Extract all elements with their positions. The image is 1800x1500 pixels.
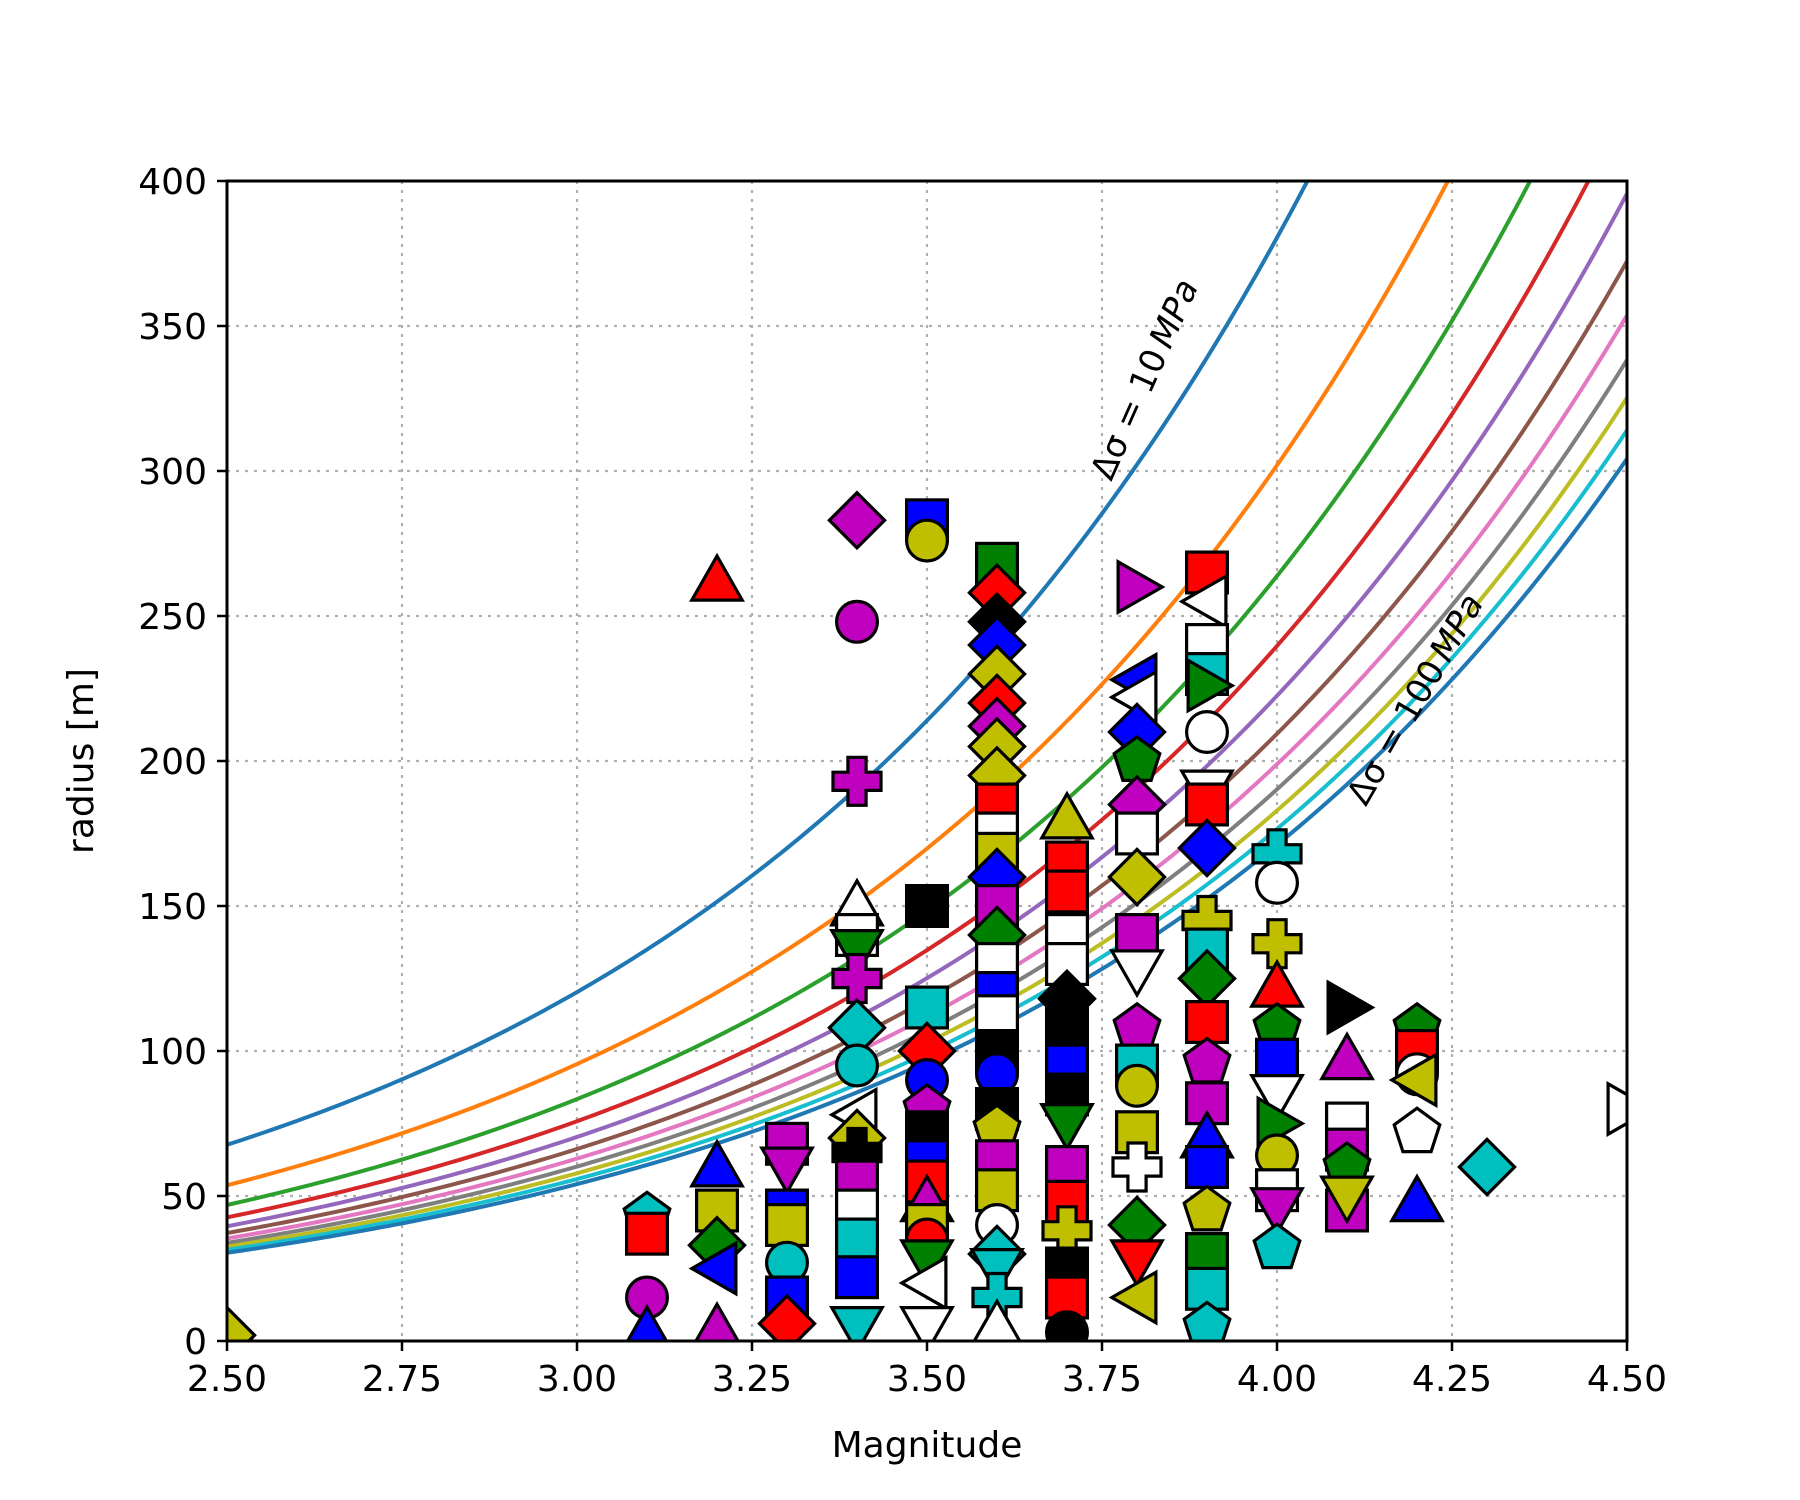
data-point <box>1039 790 1095 840</box>
data-point <box>1252 1222 1302 1270</box>
data-point <box>689 1138 745 1188</box>
data-point <box>969 1247 1025 1297</box>
data-point <box>757 1293 817 1341</box>
data-point <box>1112 1001 1162 1049</box>
data-point <box>972 1298 1022 1341</box>
data-point <box>1249 958 1305 1008</box>
data-point <box>1392 1106 1442 1154</box>
data-point <box>1108 1269 1158 1326</box>
y-tick-label: 100 <box>138 1032 207 1073</box>
x-tick-label: 4.00 <box>1237 1359 1317 1400</box>
y-tick-label: 200 <box>138 742 207 783</box>
data-point <box>1111 1141 1163 1193</box>
data-point <box>1114 1063 1159 1108</box>
y-tick-label: 50 <box>161 1177 207 1218</box>
y-tick-label: 250 <box>138 597 207 638</box>
x-tick-label: 4.25 <box>1412 1359 1492 1400</box>
y-tick-label: 400 <box>138 162 207 203</box>
data-point <box>834 1217 879 1262</box>
data-point <box>759 1146 815 1196</box>
data-point <box>1184 709 1229 754</box>
x-tick-label: 3.25 <box>712 1359 792 1400</box>
data-point <box>1114 912 1159 957</box>
data-point <box>1457 1137 1517 1197</box>
stress-drop-curve <box>227 181 1591 1220</box>
data-point <box>1109 1239 1165 1289</box>
data-point <box>829 1305 885 1341</box>
data-point <box>1177 818 1237 878</box>
data-point <box>625 1303 669 1341</box>
data-point <box>1044 1005 1089 1050</box>
data-point <box>1249 1187 1305 1237</box>
x-tick-label: 3.00 <box>537 1359 617 1400</box>
data-point <box>1319 1031 1375 1081</box>
data-point <box>904 985 949 1030</box>
data-point <box>831 952 883 1005</box>
data-point <box>1114 811 1159 856</box>
data-point <box>1044 1179 1089 1224</box>
data-point <box>1254 1037 1299 1082</box>
data-point <box>1254 860 1299 905</box>
data-point <box>1039 1102 1095 1152</box>
data-point <box>834 599 879 644</box>
y-axis-label: radius [m] <box>61 668 102 854</box>
data-point <box>227 1305 257 1341</box>
data-point <box>688 1240 738 1297</box>
data-point <box>1045 1310 1089 1341</box>
data-point <box>1251 918 1303 970</box>
x-tick-label: 2.50 <box>187 1359 267 1400</box>
x-tick-label: 2.75 <box>362 1359 442 1400</box>
data-point <box>1319 1175 1375 1225</box>
data-point <box>1109 949 1165 999</box>
data-point <box>624 1211 669 1256</box>
data-point <box>1249 1073 1305 1123</box>
scatter-markers <box>227 490 1627 1341</box>
stress-drop-curve <box>227 192 1627 1229</box>
data-point <box>1186 657 1236 714</box>
annotation-100mpa: Δσ = 100MPa <box>1339 587 1492 812</box>
data-point <box>829 928 885 978</box>
data-point <box>764 1202 809 1247</box>
data-point <box>1107 847 1167 907</box>
data-point <box>1182 1036 1232 1084</box>
y-tick-label: 350 <box>138 307 207 348</box>
data-point <box>904 518 949 563</box>
data-point <box>1182 1300 1232 1341</box>
data-point <box>898 1255 948 1311</box>
x-tick-label: 3.50 <box>887 1359 967 1400</box>
stress-drop-curve <box>227 181 1451 1188</box>
data-point <box>831 755 883 807</box>
data-point <box>834 1255 879 1300</box>
y-tick-label: 150 <box>138 887 207 928</box>
data-point <box>689 552 745 602</box>
data-point <box>1388 1052 1438 1108</box>
data-point <box>1184 999 1229 1044</box>
data-point <box>827 490 887 551</box>
stress-drop-curve <box>227 181 1310 1147</box>
data-point <box>1326 979 1376 1036</box>
data-point <box>899 1305 955 1341</box>
data-point <box>694 1300 740 1341</box>
data-point <box>834 1043 879 1088</box>
y-tick-label: 300 <box>138 452 207 493</box>
data-point <box>1178 573 1228 630</box>
data-point <box>1044 869 1089 914</box>
data-point <box>1182 1184 1232 1232</box>
x-axis-label: Magnitude <box>832 1425 1023 1466</box>
data-point <box>1184 1144 1229 1189</box>
data-point <box>1389 1173 1445 1223</box>
x-tick-label: 3.75 <box>1062 1359 1142 1400</box>
y-tick-label: 0 <box>184 1322 207 1363</box>
axis-ticks: 2.50 2.75 3.00 3.25 3.50 3.75 4.00 4.25 4.50 0 50 1… <box>138 162 1667 1400</box>
x-tick-label: 4.50 <box>1587 1359 1667 1400</box>
data-point <box>1606 1081 1627 1137</box>
data-point <box>1116 559 1166 615</box>
data-point <box>904 883 949 928</box>
